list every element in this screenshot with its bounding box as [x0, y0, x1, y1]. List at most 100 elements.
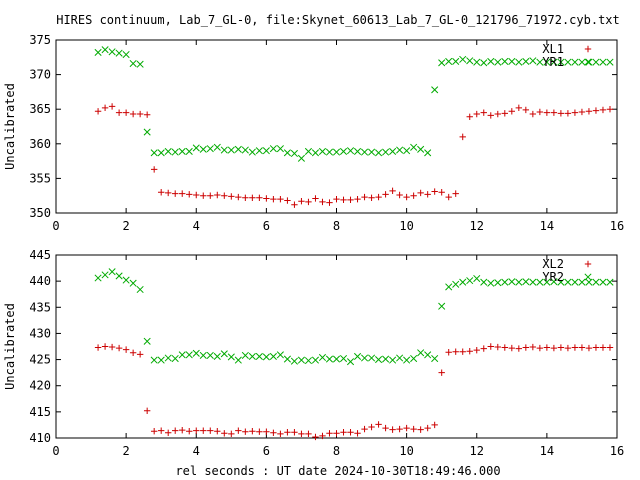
data-point [522, 278, 530, 286]
data-point [94, 344, 102, 351]
data-point [550, 58, 558, 66]
data-point [179, 190, 186, 197]
data-point [311, 149, 320, 157]
data-point [333, 430, 340, 437]
data-point [200, 192, 207, 199]
data-point [108, 343, 116, 351]
data-point [108, 268, 116, 276]
data-point [571, 58, 579, 66]
data-point [487, 57, 495, 66]
data-point [347, 429, 354, 436]
data-point [136, 285, 144, 294]
data-point [255, 352, 263, 360]
x-tick-label: 6 [263, 444, 270, 458]
data-point [234, 145, 242, 153]
data-point [249, 194, 256, 201]
data-point [326, 199, 333, 206]
data-point [424, 191, 431, 198]
data-point [473, 110, 480, 118]
y-tick-label: 350 [29, 206, 51, 220]
data-point [361, 193, 368, 201]
data-point [129, 279, 137, 287]
data-point [290, 149, 298, 158]
data-point [340, 429, 347, 436]
x-tick-label: 4 [193, 444, 200, 458]
data-point [578, 278, 586, 286]
data-point [227, 146, 235, 154]
data-point [592, 278, 600, 286]
data-point [585, 108, 593, 115]
data-point [438, 59, 446, 67]
data-point [599, 344, 607, 351]
data-point [269, 352, 277, 360]
data-point [318, 353, 327, 362]
data-point [375, 356, 383, 364]
data-point [592, 344, 600, 351]
y-tick-label: 435 [29, 300, 51, 314]
data-point [571, 278, 579, 286]
data-point [564, 344, 572, 352]
y-tick-label: 430 [29, 326, 51, 340]
data-point [431, 421, 438, 429]
data-point [241, 146, 249, 154]
data-point [339, 354, 348, 363]
data-point [305, 198, 312, 206]
data-point [221, 192, 228, 199]
data-point [108, 103, 116, 110]
data-point [192, 144, 200, 152]
data-point [115, 109, 123, 116]
data-point [501, 344, 508, 351]
data-point [143, 128, 151, 136]
data-point [445, 57, 453, 66]
data-point [592, 58, 600, 66]
data-point [445, 193, 452, 201]
data-point [242, 194, 249, 201]
data-point [417, 189, 424, 197]
data-point [536, 108, 544, 116]
data-point [263, 428, 270, 435]
data-point [248, 352, 256, 360]
data-point [297, 356, 305, 364]
data-point [424, 351, 432, 359]
data-point [606, 106, 614, 113]
data-point [494, 58, 502, 66]
data-point [368, 194, 375, 201]
data-point [263, 195, 270, 202]
data-point [199, 145, 207, 153]
data-point [256, 428, 263, 435]
x-tick-label: 16 [610, 444, 624, 458]
data-point [557, 58, 565, 66]
y-tick-label: 440 [29, 274, 51, 288]
data-point [459, 55, 467, 63]
data-point [480, 109, 487, 116]
data-point [249, 428, 256, 435]
data-point [494, 110, 501, 118]
y-tick-label: 365 [29, 102, 51, 116]
data-point [206, 351, 214, 359]
data-point [157, 427, 165, 434]
data-point [172, 190, 179, 197]
data-point [346, 358, 355, 366]
data-point [143, 407, 151, 415]
data-point [382, 191, 389, 198]
data-point [312, 433, 319, 441]
data-point [459, 278, 467, 286]
series-XL2 [94, 343, 614, 441]
data-point [207, 427, 214, 434]
data-point [487, 343, 494, 350]
data-point [213, 143, 221, 151]
data-point [235, 193, 242, 201]
y-tick-label: 425 [29, 353, 51, 367]
data-point [185, 351, 193, 359]
data-point [445, 283, 453, 291]
data-point [431, 354, 439, 363]
data-point [410, 143, 418, 151]
data-point [557, 344, 565, 351]
data-point [459, 348, 466, 355]
data-point [332, 355, 341, 363]
data-point [487, 112, 494, 119]
y-tick-label: 410 [29, 431, 51, 445]
data-point [396, 191, 403, 199]
chart-title: HIRES continuum, Lab_7_GL-0, file:Skynet… [56, 13, 620, 27]
data-point [529, 343, 537, 351]
